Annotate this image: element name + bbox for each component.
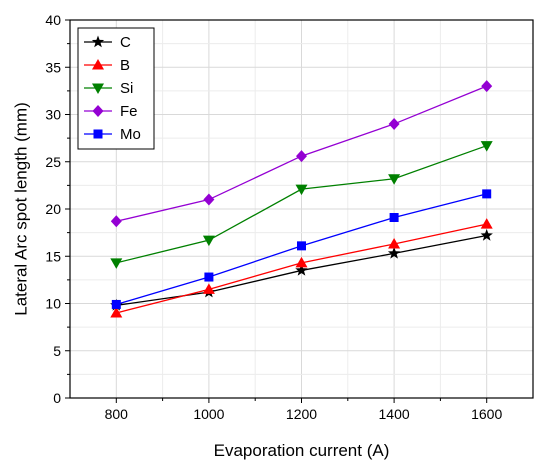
data-point-si (110, 258, 123, 269)
data-point-si (202, 235, 215, 247)
series-mo (111, 189, 492, 309)
data-point-mo (389, 213, 399, 223)
y-tick-label: 20 (45, 201, 61, 217)
legend-marker-si (92, 83, 104, 94)
legend-marker-fe (92, 105, 104, 117)
data-point-b (110, 306, 123, 318)
series-b (110, 218, 493, 318)
data-point-fe (481, 80, 493, 93)
legend-item-mo: Mo (84, 126, 141, 143)
data-point-mo (204, 272, 214, 282)
legend-item-b: B (84, 57, 130, 74)
x-axis-title: Evaporation current (A) (214, 441, 390, 460)
legend-label-fe: Fe (120, 103, 138, 120)
legend-label-b: B (120, 57, 130, 74)
x-tick-label: 1000 (193, 406, 224, 422)
data-point-si (480, 141, 493, 152)
legend-item-c: C (84, 34, 131, 51)
series-fe (110, 80, 493, 228)
x-tick-label: 800 (105, 406, 129, 422)
series-lines (110, 80, 493, 318)
data-point-si (388, 174, 401, 185)
y-tick-label: 15 (45, 248, 61, 264)
legend: CB Si Fe Mo (77, 27, 155, 150)
x-tick-label: 1600 (471, 406, 502, 422)
data-point-c (295, 263, 308, 276)
legend-label-si: Si (120, 80, 133, 97)
data-point-b (295, 256, 308, 268)
y-tick-label: 35 (45, 59, 61, 75)
data-point-c (480, 228, 493, 241)
y-tick-label: 10 (45, 296, 61, 312)
legend-marker-c (91, 35, 105, 48)
legend-marker-mo (93, 129, 103, 139)
legend-marker-b (92, 59, 104, 70)
data-point-fe (388, 117, 400, 130)
series-si (110, 141, 493, 269)
data-point-b (202, 283, 215, 294)
legend-label-c: C (120, 34, 131, 51)
y-tick-label: 30 (45, 107, 61, 123)
data-point-si (295, 184, 308, 196)
legend-item-si: Si (84, 80, 133, 97)
data-point-b (388, 237, 401, 249)
data-point-mo (111, 299, 121, 309)
data-point-mo (297, 241, 306, 251)
y-tick-label: 25 (45, 154, 61, 170)
x-tick-label: 1400 (379, 406, 410, 422)
legend-label-mo: Mo (120, 126, 141, 143)
data-point-fe (203, 193, 215, 206)
data-point-fe (110, 215, 122, 228)
data-point-mo (482, 189, 492, 199)
y-tick-label: 40 (45, 12, 61, 28)
data-point-fe (296, 150, 307, 163)
y-tick-label: 0 (53, 390, 61, 406)
x-tick-label: 1200 (286, 406, 317, 422)
legend-item-fe: Fe (84, 103, 138, 120)
data-point-c (387, 246, 401, 259)
y-tick-label: 5 (53, 343, 61, 359)
y-axis-title: Lateral Arc spot length (mm) (11, 102, 30, 316)
data-point-b (480, 218, 493, 229)
axis-ticks: 800 1000 1200 1400 1600 0 5 10 15 20 25 30 35 40 (45, 12, 502, 422)
